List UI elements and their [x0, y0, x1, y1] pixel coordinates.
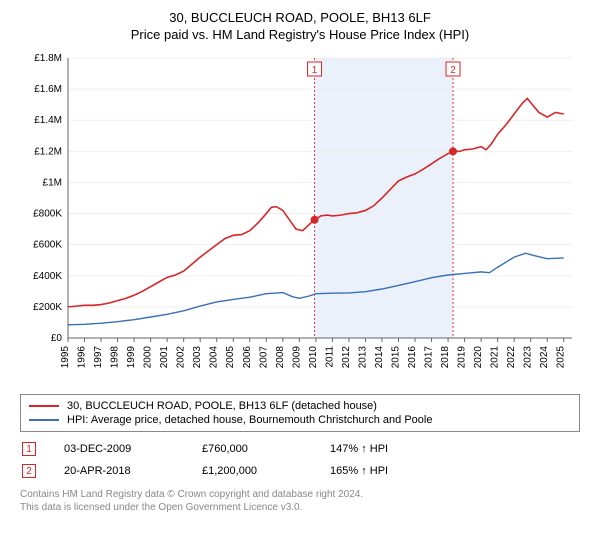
svg-text:1: 1: [312, 65, 318, 76]
svg-text:2019: 2019: [457, 346, 468, 369]
svg-text:2012: 2012: [341, 346, 352, 369]
svg-text:2020: 2020: [473, 346, 484, 369]
title-main: 30, BUCCLEUCH ROAD, POOLE, BH13 6LF: [20, 10, 580, 25]
svg-text:1998: 1998: [110, 346, 121, 369]
svg-text:2025: 2025: [556, 346, 567, 369]
sale-marker-icon: 1: [22, 442, 36, 456]
svg-text:£600K: £600K: [33, 240, 62, 251]
svg-text:2010: 2010: [308, 346, 319, 369]
svg-text:£1.8M: £1.8M: [34, 53, 62, 64]
svg-text:£1.6M: £1.6M: [34, 84, 62, 95]
legend-row: HPI: Average price, detached house, Bour…: [29, 413, 571, 427]
svg-text:2015: 2015: [390, 346, 401, 369]
svg-text:£0: £0: [51, 333, 63, 344]
svg-text:2001: 2001: [159, 346, 170, 369]
svg-text:2011: 2011: [324, 346, 335, 368]
svg-text:2024: 2024: [539, 346, 550, 369]
sale-date: 03-DEC-2009: [64, 443, 174, 455]
legend-label: HPI: Average price, detached house, Bour…: [67, 414, 432, 426]
svg-text:1995: 1995: [60, 346, 71, 369]
svg-text:2002: 2002: [176, 346, 187, 369]
sale-hpi: 165% ↑ HPI: [330, 465, 450, 477]
svg-text:2003: 2003: [192, 346, 203, 369]
legend-swatch: [29, 419, 59, 421]
svg-text:2014: 2014: [374, 346, 385, 369]
svg-text:2006: 2006: [242, 346, 253, 369]
svg-text:2009: 2009: [291, 346, 302, 369]
svg-text:1996: 1996: [77, 346, 88, 369]
svg-text:2000: 2000: [143, 346, 154, 369]
footer-line: Contains HM Land Registry data © Crown c…: [20, 488, 580, 501]
svg-text:2021: 2021: [490, 346, 501, 369]
svg-text:£800K: £800K: [33, 209, 62, 220]
sales-table: 1 03-DEC-2009 £760,000 147% ↑ HPI 2 20-A…: [20, 438, 580, 482]
svg-text:2007: 2007: [258, 346, 269, 369]
sale-row: 2 20-APR-2018 £1,200,000 165% ↑ HPI: [20, 460, 580, 482]
legend: 30, BUCCLEUCH ROAD, POOLE, BH13 6LF (det…: [20, 394, 580, 432]
svg-text:£1M: £1M: [43, 177, 62, 188]
footer: Contains HM Land Registry data © Crown c…: [20, 488, 580, 514]
svg-text:1997: 1997: [93, 346, 104, 369]
sale-date: 20-APR-2018: [64, 465, 174, 477]
svg-text:1999: 1999: [126, 346, 137, 369]
legend-row: 30, BUCCLEUCH ROAD, POOLE, BH13 6LF (det…: [29, 399, 571, 413]
sale-hpi: 147% ↑ HPI: [330, 443, 450, 455]
svg-text:2005: 2005: [225, 346, 236, 369]
sale-price: £760,000: [202, 443, 302, 455]
sale-price: £1,200,000: [202, 465, 302, 477]
svg-text:£1.2M: £1.2M: [34, 146, 62, 157]
svg-text:£400K: £400K: [33, 271, 62, 282]
svg-text:2017: 2017: [424, 346, 435, 369]
svg-text:2: 2: [450, 65, 456, 76]
legend-swatch: [29, 405, 59, 407]
sale-marker-icon: 2: [22, 464, 36, 478]
svg-text:2013: 2013: [357, 346, 368, 369]
svg-text:2008: 2008: [275, 346, 286, 369]
svg-text:2004: 2004: [209, 346, 220, 369]
svg-text:£200K: £200K: [33, 302, 62, 313]
svg-text:2018: 2018: [440, 346, 451, 369]
legend-label: 30, BUCCLEUCH ROAD, POOLE, BH13 6LF (det…: [67, 400, 377, 412]
title-sub: Price paid vs. HM Land Registry's House …: [20, 27, 580, 42]
svg-text:2022: 2022: [506, 346, 517, 369]
sale-row: 1 03-DEC-2009 £760,000 147% ↑ HPI: [20, 438, 580, 460]
svg-text:2016: 2016: [407, 346, 418, 369]
footer-line: This data is licensed under the Open Gov…: [20, 501, 580, 514]
svg-text:£1.4M: £1.4M: [34, 115, 62, 126]
price-chart: £0 £200K £400K £600K £800K £1M £1.2M £1.4M £1.6M…: [20, 48, 580, 388]
svg-text:2023: 2023: [523, 346, 534, 369]
